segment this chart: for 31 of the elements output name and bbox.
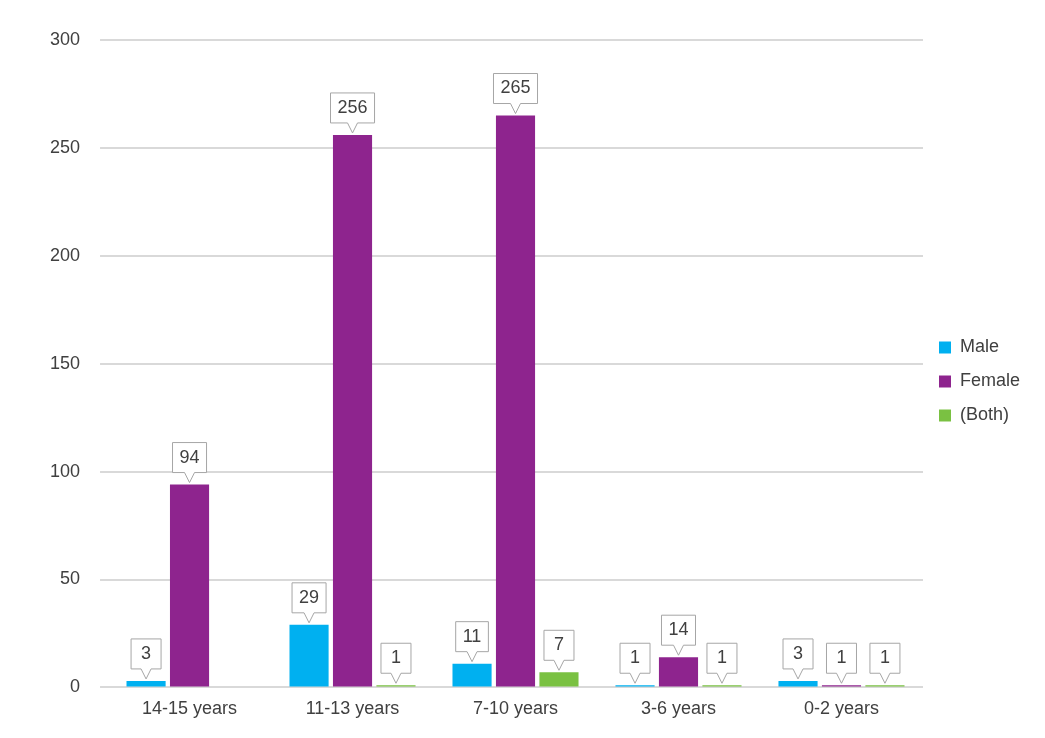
- x-tick-label: 14-15 years: [142, 698, 238, 719]
- legend-label: (Both): [959, 404, 1010, 425]
- data-label: 14: [668, 619, 689, 640]
- x-tick-label: 3-6 years: [640, 698, 717, 719]
- legend-label: Female: [959, 370, 1021, 391]
- data-label: 1: [390, 647, 401, 668]
- data-label: 11: [462, 625, 482, 646]
- y-tick-label: 150: [49, 352, 81, 373]
- bar: [126, 680, 166, 687]
- data-label: 29: [299, 586, 320, 607]
- data-label: 3: [141, 642, 152, 663]
- y-tick-label: 0: [70, 676, 81, 697]
- data-label: 1: [716, 647, 727, 668]
- y-tick-label: 250: [49, 136, 81, 157]
- bar: [778, 680, 818, 687]
- y-tick-label: 200: [49, 244, 81, 265]
- y-tick-label: 300: [49, 28, 81, 49]
- x-tick-label: 0-2 years: [803, 698, 880, 719]
- legend-label: Male: [959, 336, 999, 357]
- x-tick-label: 7-10 years: [472, 698, 559, 719]
- data-label: 7: [553, 634, 564, 655]
- data-label: 265: [500, 77, 531, 98]
- x-tick-label: 11-13 years: [305, 698, 400, 719]
- data-label: 256: [337, 96, 368, 117]
- y-tick-label: 100: [49, 460, 81, 481]
- y-tick-label: 50: [60, 568, 81, 589]
- data-label: 3: [793, 642, 804, 663]
- data-label: 1: [836, 647, 847, 668]
- data-label: 94: [179, 446, 200, 467]
- data-label: 1: [630, 647, 641, 668]
- data-label: 1: [879, 647, 890, 668]
